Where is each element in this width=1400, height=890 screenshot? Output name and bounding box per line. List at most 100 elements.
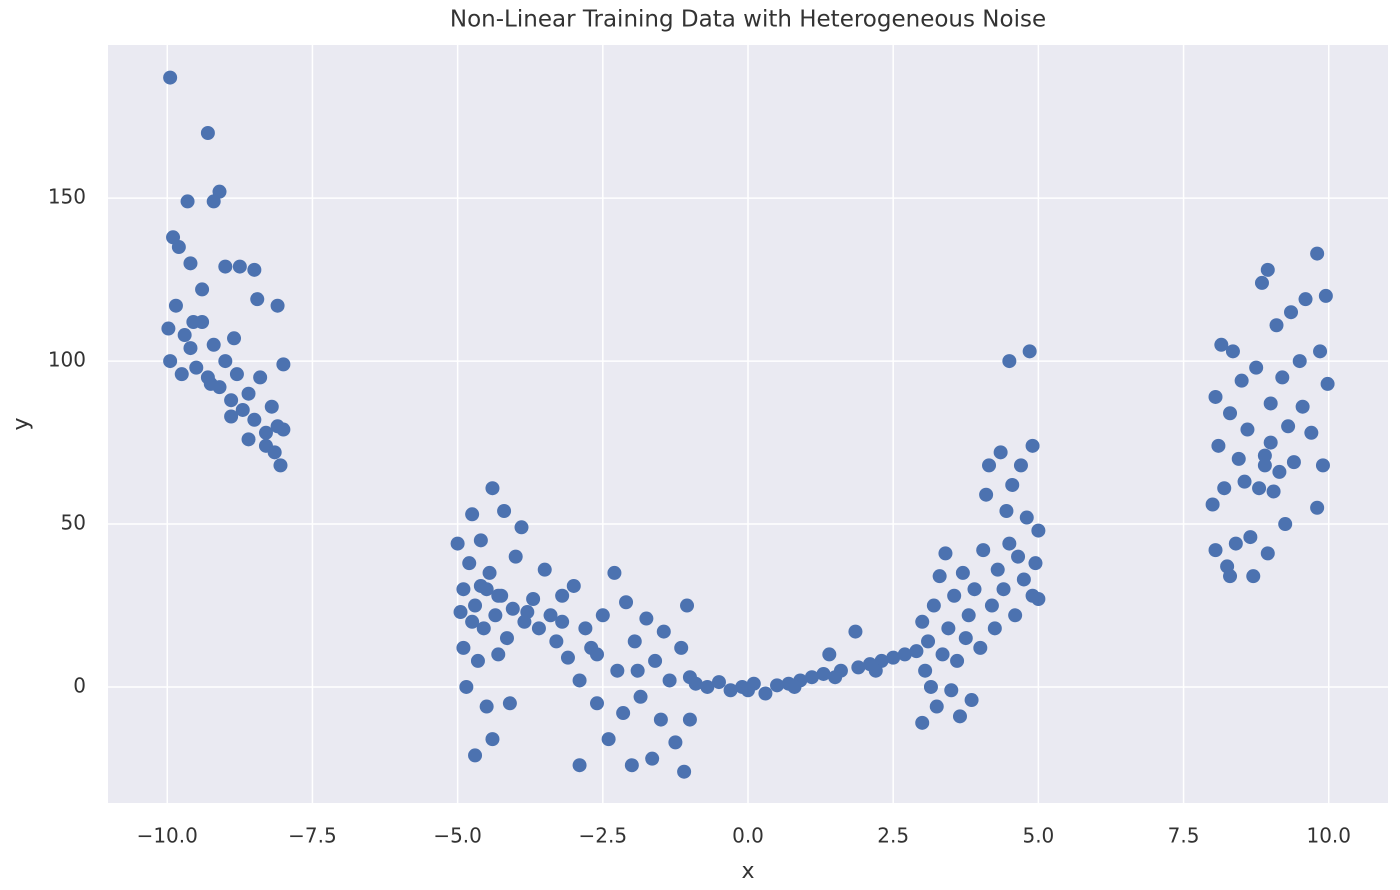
point bbox=[453, 605, 468, 620]
point bbox=[595, 608, 610, 623]
point bbox=[224, 409, 239, 424]
point bbox=[203, 376, 218, 391]
point bbox=[993, 445, 1008, 460]
point bbox=[680, 598, 695, 613]
point bbox=[1231, 451, 1246, 466]
point bbox=[180, 194, 195, 209]
point bbox=[206, 194, 221, 209]
point bbox=[566, 578, 581, 593]
point bbox=[1225, 344, 1240, 359]
point bbox=[1292, 354, 1307, 369]
point bbox=[990, 562, 1005, 577]
point bbox=[648, 653, 663, 668]
point bbox=[195, 282, 210, 297]
point bbox=[868, 663, 883, 678]
point bbox=[1031, 523, 1046, 538]
point bbox=[601, 732, 616, 747]
point bbox=[1211, 438, 1226, 453]
point bbox=[229, 367, 244, 382]
point bbox=[161, 321, 176, 336]
point bbox=[1304, 425, 1319, 440]
point bbox=[468, 598, 483, 613]
point bbox=[915, 715, 930, 730]
point bbox=[964, 693, 979, 708]
point bbox=[224, 393, 239, 408]
point bbox=[502, 696, 517, 711]
point bbox=[470, 653, 485, 668]
point bbox=[1217, 481, 1232, 496]
point bbox=[639, 611, 654, 626]
point bbox=[590, 647, 605, 662]
x-tick-label: −7.5 bbox=[288, 824, 337, 848]
point bbox=[276, 422, 291, 437]
point bbox=[926, 598, 941, 613]
point bbox=[1214, 337, 1229, 352]
point bbox=[270, 298, 285, 313]
point bbox=[918, 663, 933, 678]
point bbox=[1278, 517, 1293, 532]
x-tick-label: 0.0 bbox=[732, 824, 764, 848]
point bbox=[984, 598, 999, 613]
point bbox=[848, 624, 863, 639]
point bbox=[915, 614, 930, 629]
point bbox=[1208, 389, 1223, 404]
point bbox=[1310, 500, 1325, 515]
point bbox=[1025, 438, 1040, 453]
point bbox=[979, 487, 994, 502]
point bbox=[1005, 477, 1020, 492]
point bbox=[1275, 370, 1290, 385]
point bbox=[171, 240, 186, 255]
point bbox=[630, 663, 645, 678]
point bbox=[465, 614, 480, 629]
point bbox=[235, 402, 250, 417]
point bbox=[944, 683, 959, 698]
point bbox=[996, 582, 1011, 597]
point bbox=[741, 683, 755, 698]
point bbox=[241, 432, 256, 447]
point bbox=[491, 647, 506, 662]
point bbox=[1252, 481, 1267, 496]
point bbox=[1260, 546, 1275, 561]
point bbox=[1286, 455, 1301, 470]
chart-title: Non-Linear Training Data with Heterogene… bbox=[450, 7, 1046, 33]
point bbox=[886, 650, 901, 665]
point bbox=[450, 536, 465, 551]
point bbox=[607, 565, 622, 580]
point bbox=[264, 399, 279, 414]
point bbox=[508, 549, 523, 564]
points bbox=[161, 70, 1335, 779]
point bbox=[1031, 591, 1046, 606]
point bbox=[711, 675, 726, 690]
point bbox=[929, 699, 944, 714]
point bbox=[804, 670, 819, 685]
point bbox=[950, 653, 965, 668]
point bbox=[485, 732, 500, 747]
point bbox=[485, 481, 500, 496]
point bbox=[987, 621, 1002, 636]
point bbox=[1281, 419, 1296, 434]
point bbox=[555, 614, 570, 629]
point bbox=[822, 647, 837, 662]
point bbox=[1028, 556, 1043, 571]
point bbox=[1205, 497, 1220, 512]
point bbox=[656, 624, 671, 639]
point bbox=[1013, 458, 1028, 473]
point bbox=[1263, 435, 1278, 450]
point bbox=[700, 679, 715, 694]
point bbox=[923, 679, 938, 694]
point bbox=[1223, 569, 1238, 584]
x-tick-label: 7.5 bbox=[1168, 824, 1200, 848]
point bbox=[479, 699, 494, 714]
point bbox=[247, 262, 262, 277]
point bbox=[1002, 536, 1017, 551]
point bbox=[645, 751, 660, 766]
point bbox=[572, 758, 587, 773]
point bbox=[276, 357, 291, 372]
point bbox=[1237, 474, 1252, 489]
point bbox=[1313, 344, 1328, 359]
point bbox=[1295, 399, 1310, 414]
point bbox=[473, 578, 488, 593]
point bbox=[456, 582, 471, 597]
point bbox=[653, 712, 668, 727]
point bbox=[941, 621, 956, 636]
